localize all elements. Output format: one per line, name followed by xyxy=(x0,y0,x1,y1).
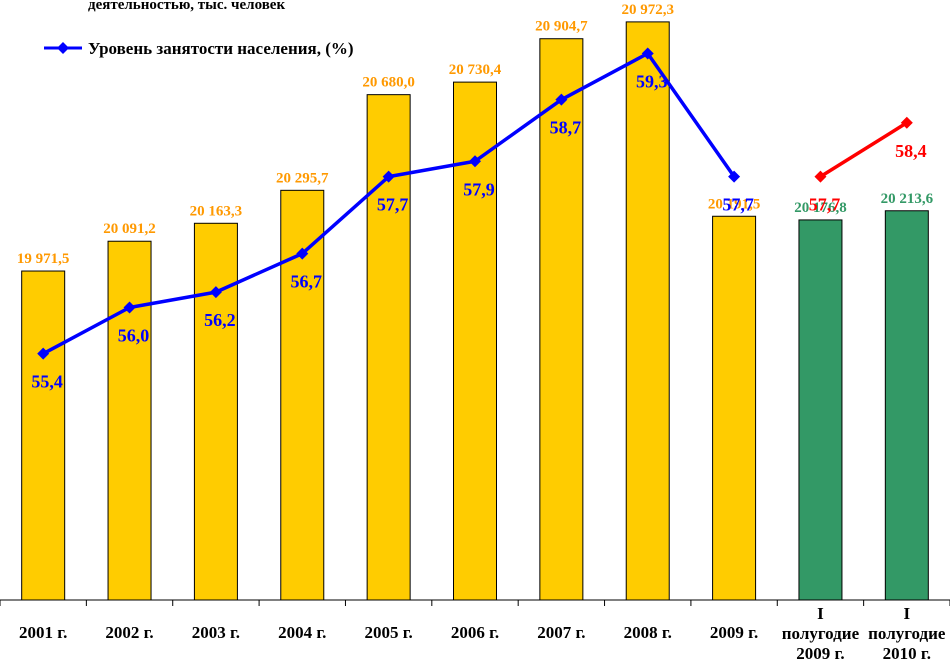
x-tick-label-line: 2005 г. xyxy=(364,623,412,642)
series-point xyxy=(900,116,913,129)
x-tick-label-line: 2010 г. xyxy=(883,644,931,663)
legend-marker-diamond-icon xyxy=(57,42,69,54)
x-tick-label-line: 2008 г. xyxy=(624,623,672,642)
x-tick-label-line: полугодие xyxy=(868,624,946,643)
lines-layer xyxy=(37,47,913,360)
x-tick-label-line: 2009 г. xyxy=(796,644,844,663)
x-tick-label-line: I xyxy=(817,604,824,623)
legend-line-label: Уровень занятости населения, (%) xyxy=(88,39,354,58)
line-value-label: 58,7 xyxy=(550,118,582,138)
x-tick-label-line: 2002 г. xyxy=(105,623,153,642)
x-tick-label-line: 2007 г. xyxy=(537,623,585,642)
line-value-label: 56,2 xyxy=(204,310,236,330)
series-point xyxy=(37,347,50,360)
bar xyxy=(366,94,411,601)
x-tick-label-line: 2009 г. xyxy=(710,623,758,642)
legend-title: деятельностью, тыс. человек xyxy=(88,0,285,13)
line-value-label: 55,4 xyxy=(31,372,63,392)
bar-value-label: 20 163,3 xyxy=(190,203,243,219)
series-point xyxy=(469,155,481,168)
series-point xyxy=(814,170,827,183)
x-tick-label: 2004 г. xyxy=(278,623,326,642)
series-point xyxy=(555,93,568,106)
bar xyxy=(453,81,497,601)
bar xyxy=(193,222,238,601)
series-point xyxy=(728,170,741,183)
bar-value-label: 20 176,8 xyxy=(794,200,847,216)
bar xyxy=(107,240,152,601)
line-value-label: 57,7 xyxy=(722,195,754,215)
line-value-label: 59,3 xyxy=(636,71,668,91)
x-tick-label-line: I xyxy=(904,604,911,623)
series-point xyxy=(641,47,654,60)
x-tick-label: 2001 г. xyxy=(19,623,67,642)
series-point xyxy=(209,286,222,299)
x-tick-label: 2008 г. xyxy=(624,623,672,642)
x-tick-label-line: 2006 г. xyxy=(451,623,499,642)
x-tick-label: 2003 г. xyxy=(192,623,240,642)
line-value-label: 58,4 xyxy=(895,141,927,161)
bar-value-label: 20 730,4 xyxy=(449,62,502,78)
bar-value-label: 20 295,7 xyxy=(276,170,329,186)
x-tick-label: 2006 г. xyxy=(451,623,499,642)
bar-value-label: 20 972,3 xyxy=(621,2,674,18)
series-point xyxy=(123,301,136,314)
bar xyxy=(798,219,843,601)
x-tick-label-line: 2003 г. xyxy=(192,623,240,642)
bar xyxy=(884,210,929,601)
series-line xyxy=(819,121,908,179)
x-axis: 2001 г. 2002 г. 2003 г. 2004 г. 2005 г. 2006 … xyxy=(0,599,950,663)
bar-value-label: 20 091,2 xyxy=(103,221,156,237)
bars-layer xyxy=(21,21,929,601)
x-tick-label: 2005 г. xyxy=(364,623,412,642)
bar-value-label: 20 191,5 xyxy=(708,196,761,212)
series-point xyxy=(382,170,395,183)
x-tick-label: 2007 г. xyxy=(537,623,585,642)
x-tick-label: 2009 г. xyxy=(710,623,758,642)
x-tick-label: 2002 г. xyxy=(105,623,153,642)
line-value-label: 57,7 xyxy=(377,195,409,215)
series-point xyxy=(296,247,309,260)
line-value-label: 56,7 xyxy=(291,272,323,292)
x-tick-label-line: полугодие xyxy=(782,624,860,643)
bar-value-label: 19 971,5 xyxy=(17,251,70,267)
x-tick-label-line: 2001 г. xyxy=(19,623,67,642)
legend: деятельностью, тыс. человек Уровень заня… xyxy=(44,0,354,58)
bar xyxy=(21,270,66,601)
bar xyxy=(625,21,670,601)
x-tick-label-line: 2004 г. xyxy=(278,623,326,642)
bar xyxy=(712,215,757,601)
bar-value-label: 20 680,0 xyxy=(362,75,415,91)
bar-value-label: 20 904,7 xyxy=(535,19,588,35)
bar-value-label: 20 213,6 xyxy=(881,191,934,207)
line-value-label: 57,9 xyxy=(463,179,495,199)
line-value-label: 57,7 xyxy=(809,195,841,215)
line-value-label: 56,0 xyxy=(118,326,150,346)
labels-layer: 19 971,5 20 091,2 20 163,3 20 295,7 20 680,0… xyxy=(17,2,934,392)
